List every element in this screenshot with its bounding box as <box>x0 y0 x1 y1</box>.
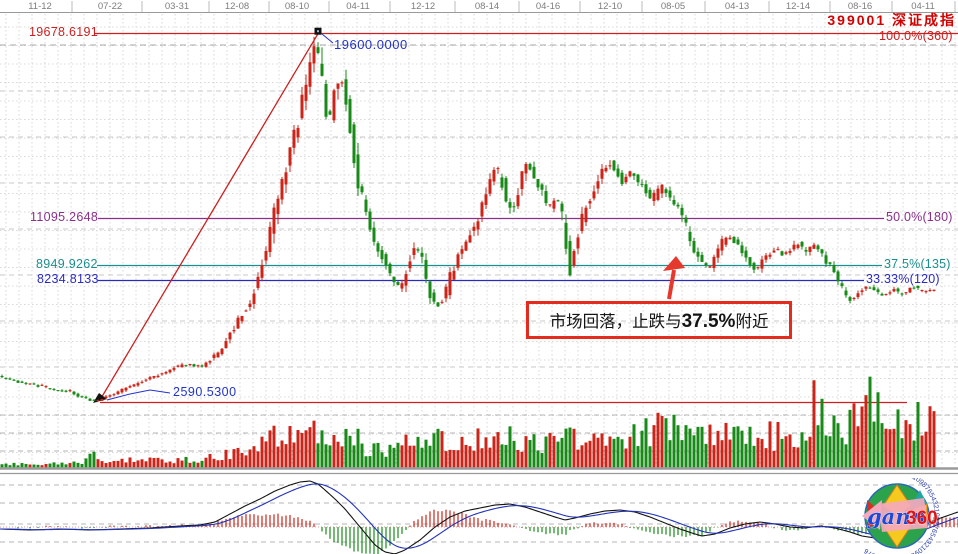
macd-dif-line <box>0 480 958 554</box>
date-label: 08-16 <box>847 1 873 12</box>
date-label: 07-22 <box>97 1 123 12</box>
date-label: 12-14 <box>785 1 811 12</box>
price-level-label: 8949.9262 <box>36 257 98 271</box>
date-label: 04-16 <box>535 1 561 12</box>
fib-percent-label: 100.0%(360) <box>879 29 953 43</box>
date-label: 12-10 <box>597 1 623 12</box>
high-price-marker-label: 19600.0000 <box>334 37 408 52</box>
price-level-label: 11095.2648 <box>30 210 99 224</box>
annotation-text-post: 附近 <box>735 312 769 331</box>
date-label: 12-08 <box>224 1 250 12</box>
fib-percent-label: 33.33%(120) <box>866 272 940 286</box>
date-label: 04-11 <box>346 1 370 12</box>
symbol-header: 399001 深证成指 <box>827 12 956 28</box>
annotation-text-em: 37.5% <box>681 310 736 332</box>
fib-percent-label: 50.0%(180) <box>886 210 953 224</box>
gann-trendline[interactable] <box>99 33 319 401</box>
fib-percent-label: 37.5%(135) <box>884 257 951 271</box>
logo-360-text: 360 <box>906 508 938 529</box>
date-label: 08-14 <box>474 1 500 12</box>
annotation-arrow[interactable] <box>667 269 676 300</box>
date-label: 08-05 <box>660 1 686 12</box>
date-label: 12-12 <box>410 1 436 12</box>
annotation-box[interactable]: 市场回落，止跌与37.5%附近 <box>526 301 792 339</box>
date-label: 03-31 <box>164 1 190 12</box>
date-label: 04-13 <box>724 1 750 12</box>
date-label: 04-11 <box>911 1 935 12</box>
low-price-marker-label: 2590.5300 <box>173 385 237 399</box>
price-level-label: 19678.6191 <box>29 25 99 39</box>
gann360-logo: 5432109876543210987654321098765432109876… <box>862 478 940 554</box>
date-label: 08-10 <box>284 1 310 12</box>
price-level-label: 8234.8133 <box>37 272 99 286</box>
macd-dea-line <box>0 483 958 549</box>
date-label: 11-12 <box>28 1 52 12</box>
annotation-text-pre: 市场回落，止跌与 <box>549 312 682 331</box>
logo-gann-text: gann <box>867 504 926 529</box>
